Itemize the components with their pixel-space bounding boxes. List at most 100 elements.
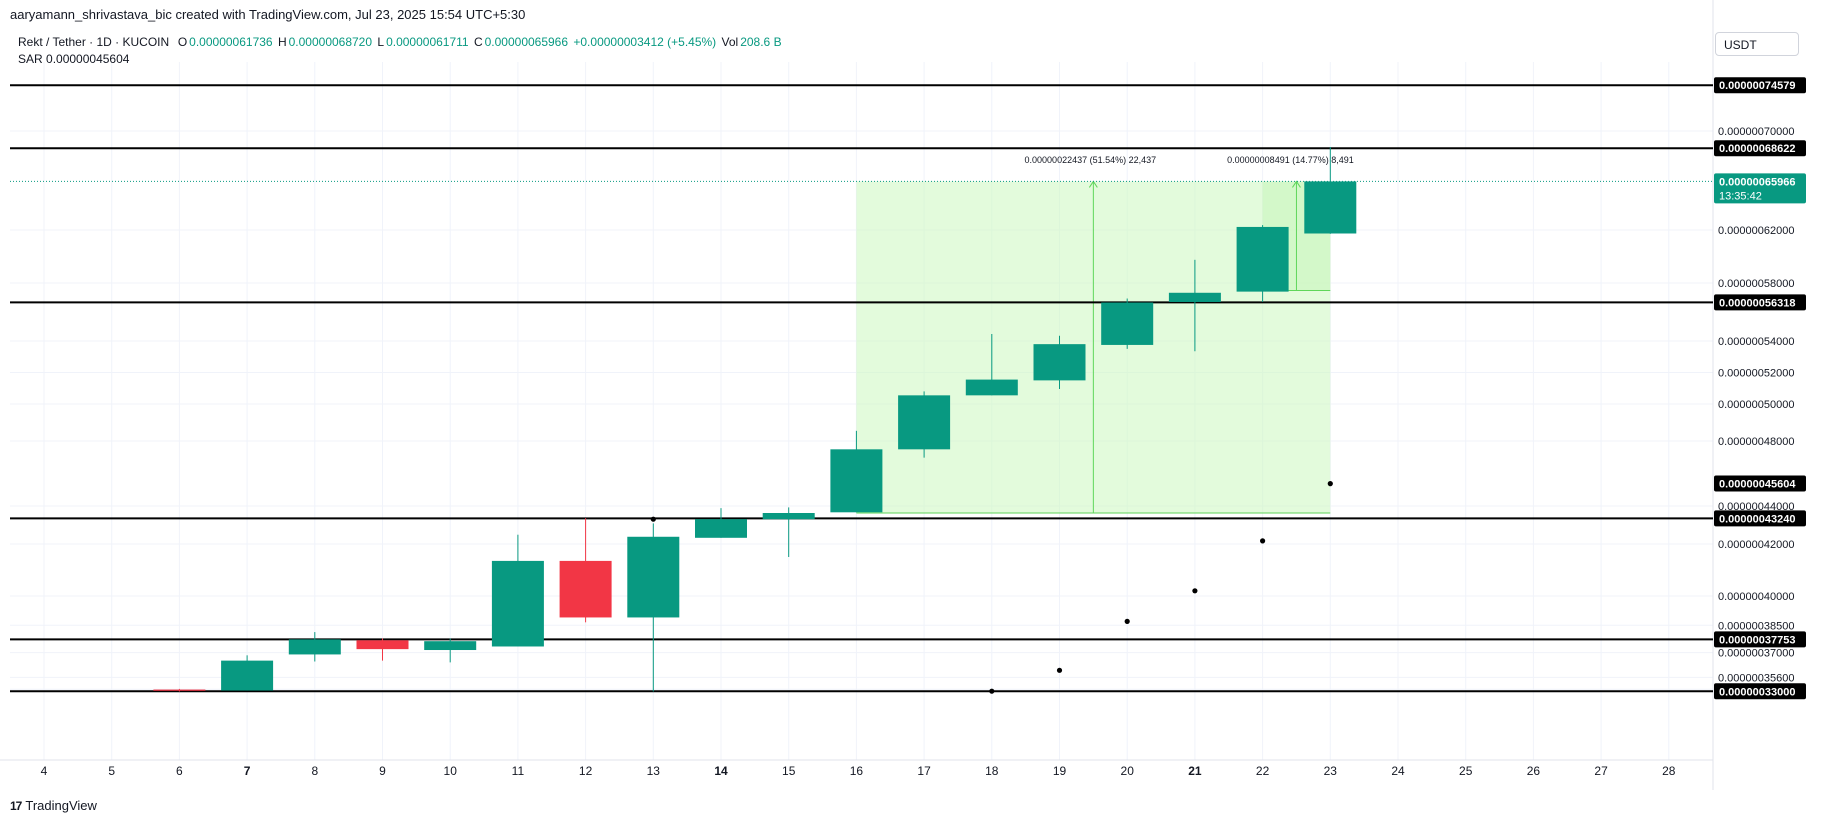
y-tick-label: 0.00000037000 [1718,648,1794,660]
volume-value: 208.6 B [740,35,782,49]
y-tick-label: 0.00000044000 [1718,501,1794,513]
candle-body [627,536,680,618]
close-value: 0.00000065966 [484,35,569,49]
level-price-tag-bg [1714,631,1806,648]
level-price-tag: 0.00000043240 [1719,513,1795,525]
x-tick-label: 21 [1188,764,1202,778]
change-value: +0.00000003412 (+5.45%) [573,35,717,49]
sar-legend: SAR 0.00000045604 [18,52,129,66]
candle-body [830,449,883,513]
sar-dot [650,516,656,522]
candle-body [1304,181,1357,234]
x-tick-label: 27 [1594,764,1608,778]
sar-dot [989,688,995,694]
last-price-tag: 0.00000065966 [1719,176,1795,188]
x-tick-label: 4 [41,764,48,778]
y-tick-label: 0.00000052000 [1718,368,1794,380]
candle-body [898,395,951,450]
candle-body [762,513,815,520]
x-tick-label: 15 [782,764,796,778]
level-price-tag-bg [1714,683,1806,700]
tradingview-logo: 17 TradingView [10,798,97,813]
x-tick-label: 19 [1053,764,1067,778]
measure-label: 0.00000022437 (51.54%) 22,437 [1025,155,1157,165]
measure-label: 0.00000008491 (14.77%) 8,491 [1227,155,1354,165]
x-tick-label: 28 [1662,764,1676,778]
level-price-tag-bg [1714,294,1806,311]
level-price-tag-bg [1714,77,1806,94]
x-tick-label: 9 [379,764,386,778]
sar-dot [1056,667,1063,673]
level-price-tag: 0.00000056318 [1719,297,1795,309]
sar-value: 0.00000045604 [46,52,130,66]
x-tick-label: 18 [985,764,999,778]
low-key: L [377,35,385,49]
y-tick-label: 0.00000058000 [1718,278,1794,290]
y-tick-label: 0.00000054000 [1718,336,1794,348]
high-key: H [277,35,287,49]
x-tick-label: 10 [444,764,458,778]
level-price-tag: 0.00000033000 [1719,686,1795,698]
y-tick-label: 0.00000038500 [1718,620,1794,632]
currency-selector[interactable]: USDT [1715,32,1799,56]
level-price-tag-bg [1714,510,1806,527]
symbol-legend: Rekt / Tether · 1D · KUCOIN O 0.000000617… [18,35,784,49]
candle-body [559,560,612,618]
candle-body [965,379,1018,396]
y-tick-label: 0.00000070000 [1718,126,1794,138]
close-key: C [473,35,483,49]
price-tags: 0.000000745790.000000686220.000000563180… [1714,77,1806,700]
y-tick-label: 0.00000042000 [1718,539,1794,551]
sar-dot [1327,481,1333,487]
x-tick-label: 7 [244,764,251,778]
sar-dot [1192,588,1198,594]
x-axis: 4 5 6 7 8 9 10 11 12 13 14 15 16 17 18 19 20 21 22 23 24 25 26… [41,764,1676,778]
candle-body [153,689,206,691]
candle-body [288,639,341,655]
candle-body [491,560,544,647]
sar-key: SAR [18,52,43,66]
level-price-tag-bg [1714,140,1806,157]
level-price-tag: 0.00000068622 [1719,143,1795,155]
x-tick-label: 20 [1121,764,1135,778]
x-tick-label: 11 [512,764,525,778]
candle-body [221,660,274,691]
volume-key: Vol [721,35,739,49]
x-tick-label: 16 [850,764,864,778]
x-tick-label: 17 [917,764,931,778]
tradingview-logo-icon: 17 [10,798,22,813]
x-tick-label: 14 [714,764,728,778]
x-tick-label: 6 [176,764,183,778]
high-value: 0.00000068720 [288,35,373,49]
candle-body [424,641,477,651]
sar-price-tag: 0.00000045604 [1719,479,1796,491]
open-key: O [177,35,188,49]
candle-body [1236,226,1289,292]
y-tick-label: 0.00000035600 [1718,672,1794,684]
level-price-tag: 0.00000074579 [1719,80,1795,92]
sar-series [650,481,1333,694]
last-price-tag-bg [1714,173,1806,204]
sar-price-tag-bg [1714,475,1806,492]
x-tick-label: 25 [1459,764,1473,778]
x-tick-label: 26 [1527,764,1541,778]
y-tick-label: 0.00000050000 [1718,399,1794,411]
x-tick-label: 24 [1391,764,1405,778]
measure-arrow-head [1292,180,1301,188]
y-axis: 0.00000070000 0.00000062000 0.00000058000 0… [1718,126,1794,696]
candle-body [695,519,747,538]
symbol-name[interactable]: Rekt / Tether · 1D · KUCOIN [18,35,170,49]
candle-body [1168,292,1221,302]
x-tick-label: 23 [1324,764,1338,778]
author-line: aaryamann_shrivastava_bic created with T… [10,7,526,22]
open-value: 0.00000061736 [189,35,273,49]
x-tick-label: 5 [108,764,115,778]
candle-body [1101,302,1154,345]
y-tick-label: 0.00000040000 [1718,591,1794,603]
candlestick-series [153,147,1357,692]
low-value: 0.00000061711 [386,35,469,49]
sar-dot [1260,538,1266,544]
level-price-tag: 0.00000037753 [1719,634,1795,646]
y-tick-label: 0.00000062000 [1718,225,1794,237]
